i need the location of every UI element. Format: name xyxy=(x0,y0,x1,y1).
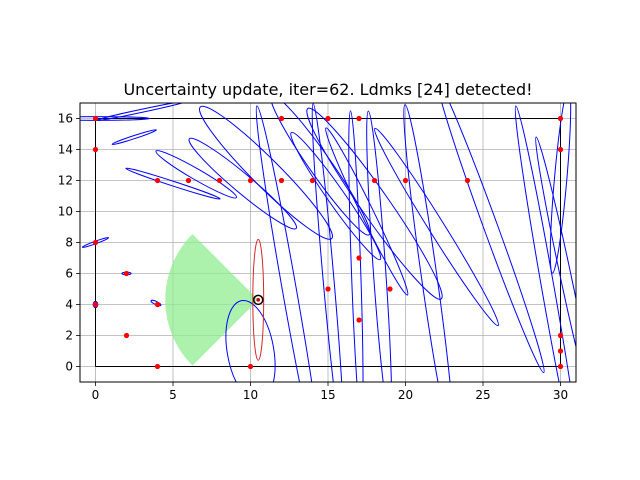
robot-pose-center xyxy=(256,298,261,302)
landmark-estimate-ellipse xyxy=(549,103,572,274)
x-tick-label: 5 xyxy=(169,388,177,402)
landmark-point xyxy=(92,115,99,122)
plot-area xyxy=(80,103,576,382)
landmark-estimate-ellipse xyxy=(348,110,364,382)
x-tick-label: 25 xyxy=(475,388,490,402)
landmark-estimate-ellipse xyxy=(366,110,393,382)
landmark-estimate-ellipse xyxy=(155,150,238,199)
landmark-point xyxy=(557,332,564,339)
landmark-estimate-ellipse xyxy=(436,103,545,374)
landmark-point xyxy=(278,177,285,184)
x-tick-label: 20 xyxy=(398,388,413,402)
landmark-point xyxy=(216,177,223,184)
landmark-estimate-ellipse xyxy=(403,104,455,382)
x-tick-label: 15 xyxy=(320,388,335,402)
y-tick-label: 6 xyxy=(65,267,73,281)
landmark-point xyxy=(325,115,331,122)
y-tick-label: 4 xyxy=(65,298,73,312)
landmark-point xyxy=(309,177,316,184)
landmark-point xyxy=(557,348,564,354)
landmark-estimate-ellipse xyxy=(306,107,443,300)
landmark-point xyxy=(185,177,192,184)
landmark-estimate-ellipse xyxy=(188,137,298,230)
landmark-point xyxy=(278,115,285,122)
landmark-estimate-ellipse xyxy=(325,127,409,296)
landmark-point xyxy=(92,146,99,153)
landmark-estimate-ellipse xyxy=(290,131,382,261)
landmark-estimate-ellipse xyxy=(125,167,221,200)
landmark-point xyxy=(154,177,161,184)
landmark-point xyxy=(92,239,99,246)
y-tick-label: 12 xyxy=(58,174,73,188)
y-tick-label: 14 xyxy=(58,143,73,157)
landmark-estimate-ellipse xyxy=(514,105,576,382)
landmark-point xyxy=(154,363,161,370)
robot-uncertainty-ellipse xyxy=(252,238,265,361)
y-tick-label: 10 xyxy=(58,205,73,219)
landmark-point xyxy=(402,177,409,184)
landmark-point xyxy=(123,332,130,339)
x-tick-label: 10 xyxy=(243,388,258,402)
landmark-point xyxy=(557,146,564,153)
landmark-estimate-ellipse xyxy=(535,136,576,382)
y-tick-label: 8 xyxy=(65,236,73,250)
landmark-estimate-ellipse xyxy=(111,129,157,145)
landmark-point xyxy=(154,301,161,308)
landmark-estimate-ellipse xyxy=(311,103,345,382)
landmark-point xyxy=(247,363,254,370)
y-tick-label: 2 xyxy=(65,329,73,343)
landmark-estimate-ellipse xyxy=(255,105,323,382)
landmark-estimate-ellipse xyxy=(199,105,333,240)
landmark-point xyxy=(557,115,564,122)
y-tick-label: 0 xyxy=(65,360,73,374)
landmark-point xyxy=(464,177,471,184)
x-tick-label: 0 xyxy=(92,388,100,402)
chart-title: Uncertainty update, iter=62. Ldmks [24] … xyxy=(123,80,532,99)
landmark-point xyxy=(325,286,331,292)
sensor-field-of-view xyxy=(165,234,259,366)
landmark-point xyxy=(356,255,362,261)
axis-ticks: 0 5 10 15 20 25 30 0 2 4 6 8 10 12 14 16 xyxy=(58,112,568,403)
landmark-point xyxy=(123,270,130,277)
landmark-point xyxy=(247,177,254,184)
x-tick-label: 30 xyxy=(553,388,568,402)
landmark-point xyxy=(356,317,362,323)
landmark-point xyxy=(371,177,378,184)
landmark-point xyxy=(92,301,99,308)
y-tick-label: 16 xyxy=(58,112,73,126)
landmark-point xyxy=(356,115,362,122)
robot-pose-marker xyxy=(253,294,264,306)
landmark-point xyxy=(557,363,564,370)
landmark-point xyxy=(387,286,393,292)
robot-estimate-ellipse xyxy=(225,299,276,382)
